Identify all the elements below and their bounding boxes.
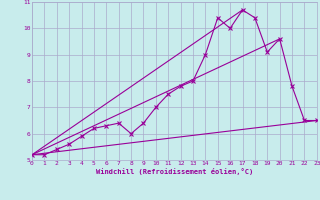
X-axis label: Windchill (Refroidissement éolien,°C): Windchill (Refroidissement éolien,°C) (96, 168, 253, 175)
